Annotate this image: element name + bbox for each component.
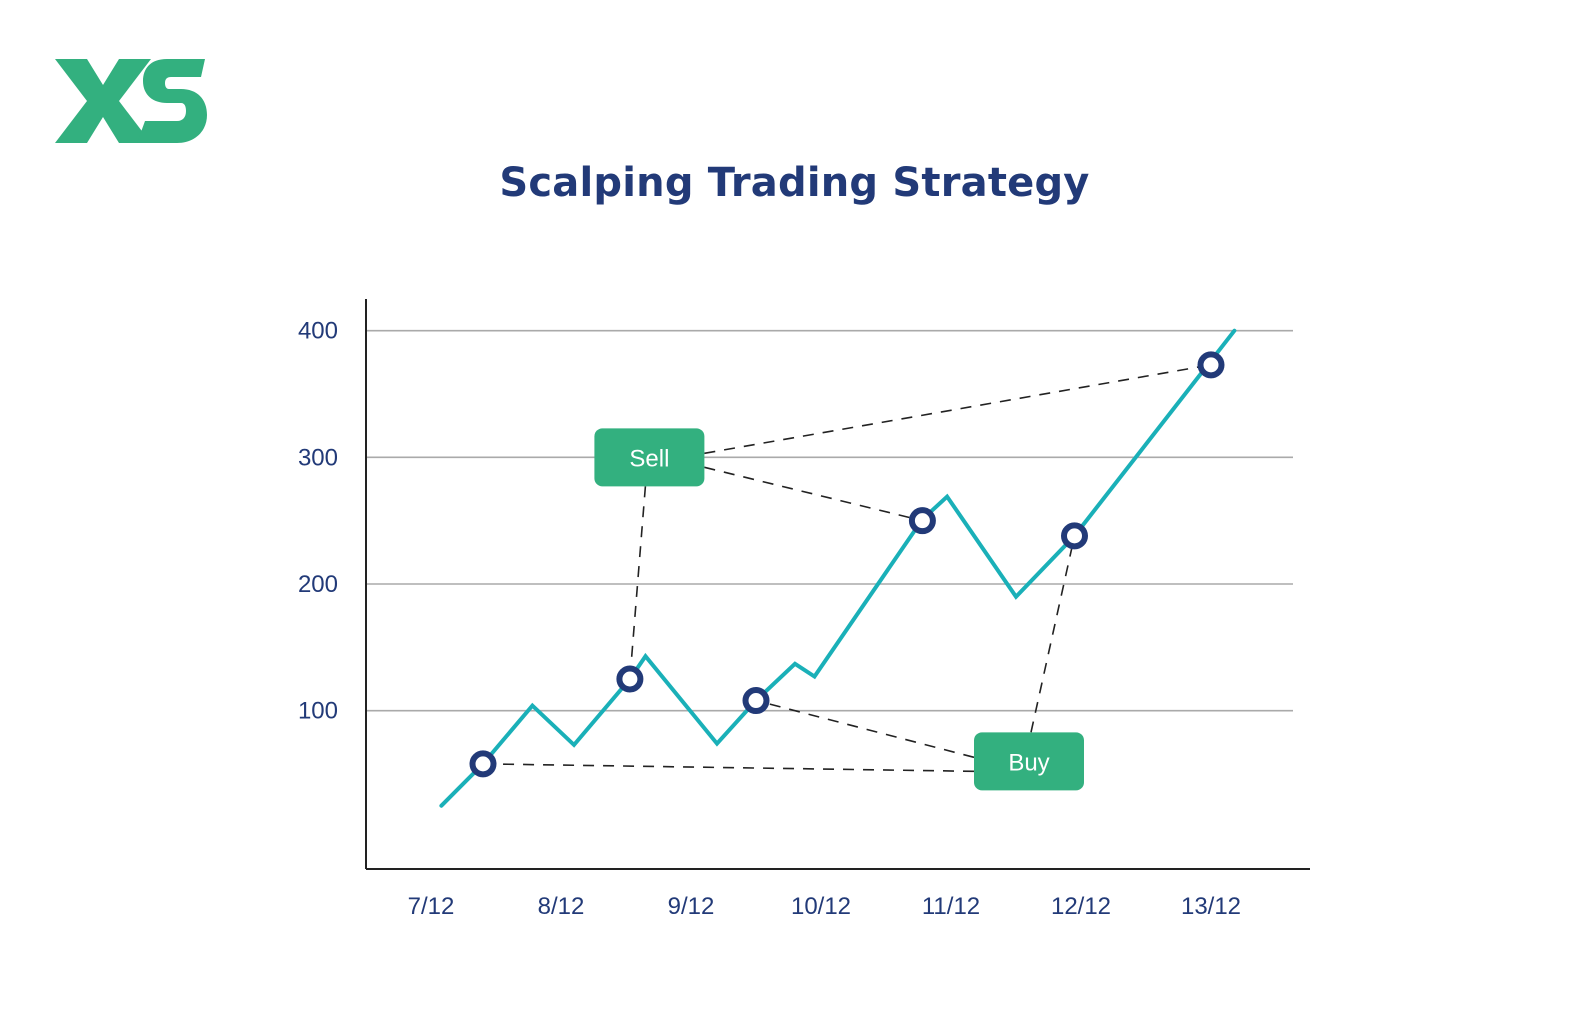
signal-connector xyxy=(704,364,1212,455)
signal-tags: Sell Buy xyxy=(594,428,1084,791)
sell-tag-box xyxy=(594,428,705,487)
buy-tag-box xyxy=(974,732,1084,791)
gridlines xyxy=(366,329,1293,712)
buy-tag-label: Buy xyxy=(1008,749,1049,776)
xs-logo-mark xyxy=(55,59,207,143)
signal-connector xyxy=(482,763,975,773)
sell-point-marker xyxy=(908,507,936,535)
x-tick-label: 12/12 xyxy=(1051,893,1111,920)
xs-logo xyxy=(55,59,207,143)
chart-title: Scalping Trading Strategy xyxy=(499,160,1090,206)
sell-point-marker xyxy=(1197,351,1225,379)
tick-labels: 100 200 300 400 7/12 8/12 9/12 10/12 11/12 12/12 1… xyxy=(298,318,1241,920)
sell-point-marker xyxy=(616,665,644,693)
y-tick-label: 200 xyxy=(298,571,338,598)
signal-connector xyxy=(755,699,975,759)
signal-connector xyxy=(629,486,647,680)
x-tick-label: 11/12 xyxy=(922,893,980,920)
signal-connector xyxy=(704,466,923,522)
buy-point-marker xyxy=(1061,522,1088,550)
signal-connector-lines xyxy=(482,364,1212,773)
signal-markers xyxy=(469,351,1225,778)
x-tick-label: 10/12 xyxy=(791,893,851,920)
price-line xyxy=(439,328,1237,808)
buy-point-marker xyxy=(469,750,497,778)
y-tick-label: 300 xyxy=(298,444,338,471)
signal-connector xyxy=(1030,535,1076,733)
price-series xyxy=(439,328,1237,808)
y-tick-label: 400 xyxy=(298,318,338,345)
x-tick-label: 8/12 xyxy=(538,893,585,920)
buy-point-marker xyxy=(742,687,770,715)
axes xyxy=(365,299,1310,870)
x-tick-label: 13/12 xyxy=(1181,893,1241,920)
x-tick-label: 9/12 xyxy=(668,893,715,920)
y-tick-label: 100 xyxy=(298,698,338,725)
sell-tag-label: Sell xyxy=(629,445,669,472)
x-tick-label: 7/12 xyxy=(408,893,455,920)
